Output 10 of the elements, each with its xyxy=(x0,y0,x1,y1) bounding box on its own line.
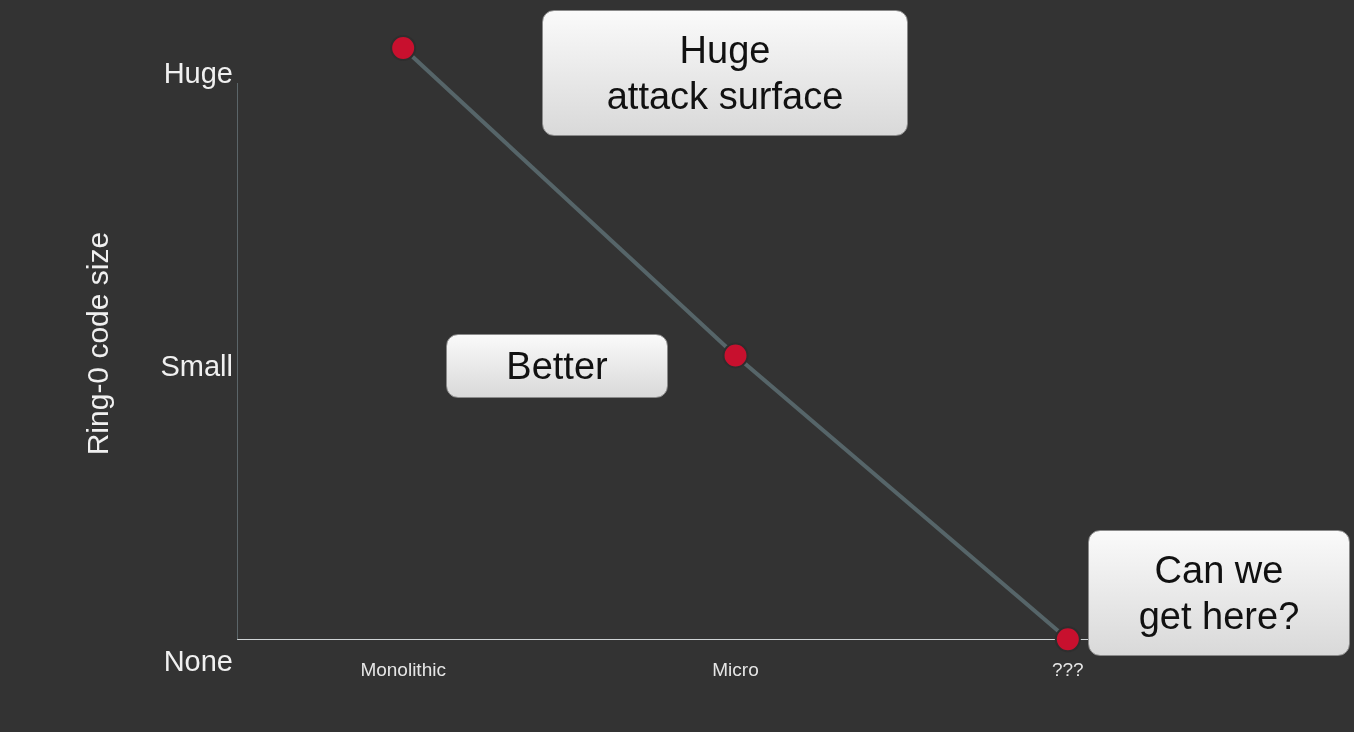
y-axis-title: Ring-0 code size xyxy=(81,231,115,456)
text: Small xyxy=(160,350,233,382)
text: Huge xyxy=(163,57,233,89)
text: None xyxy=(163,645,233,677)
x-tick-label: Monolithic xyxy=(360,658,446,680)
x-tick-label: ??? xyxy=(1051,658,1084,680)
x-tick-label: Micro xyxy=(712,658,759,680)
callout-box: Huge attack surface xyxy=(542,10,908,136)
callout-box: Better xyxy=(446,334,668,398)
callout-box: Can we get here? xyxy=(1088,530,1350,656)
